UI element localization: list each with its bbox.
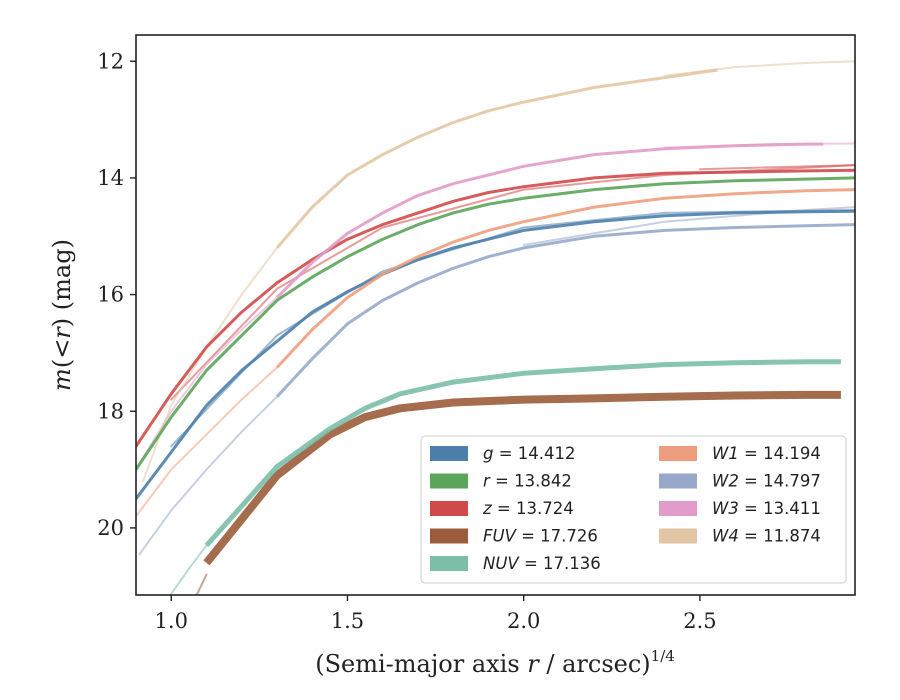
series-line-fuv [203, 390, 841, 566]
faint-line-w2 [138, 395, 278, 556]
series-line-w1 [275, 188, 855, 369]
legend-swatch-w1 [659, 446, 697, 461]
legend-label-fuv: FUV = 17.726 [483, 527, 598, 546]
legend-swatch-nuv [430, 556, 468, 571]
legend-swatch-r [430, 473, 468, 489]
legend-label-r: r = 13.842 [483, 472, 572, 491]
faint-line-w1 [136, 366, 278, 518]
y-axis-title-unit: ) (mag) [48, 239, 76, 327]
legend-label-w3: W3 = 13.411 [712, 499, 821, 518]
series-layer [136, 68, 855, 566]
series-line-z [136, 168, 855, 448]
y-tick-label: 12 [97, 49, 124, 73]
series-line-r [136, 176, 855, 471]
y-tick-label: 16 [97, 283, 124, 307]
legend-swatch-w4 [659, 528, 697, 544]
plot-frame [135, 34, 856, 596]
y-tick-label: 20 [97, 516, 124, 540]
series-line-nuv [204, 359, 841, 548]
y-axis-ticks: 12 14 16 18 20 [97, 49, 136, 540]
x-axis-title-main: (Semi-major axis [315, 650, 527, 678]
legend-label-w4: W4 = 11.874 [712, 527, 821, 546]
x-tick-label: 1.5 [331, 609, 364, 633]
x-tick-label: 2.5 [683, 609, 716, 633]
y-tick-label: 14 [97, 166, 124, 190]
y-tick-label: 18 [97, 399, 124, 423]
series-line-w2 [275, 223, 855, 398]
legend-label-nuv: NUV = 17.136 [483, 554, 601, 573]
x-axis-title-exp: 1/4 [651, 647, 675, 665]
x-axis-ticks: 1.0 1.5 2.0 2.5 [155, 595, 717, 633]
x-axis-title-unit: / arcsec) [539, 650, 651, 678]
x-tick-label: 2.0 [507, 609, 540, 633]
y-axis-title: m(<r) (mag) [48, 239, 76, 391]
y-axis-title-paren: (< [48, 339, 76, 368]
legend-label-z: z = 13.724 [482, 499, 574, 518]
legend-swatch-w2 [659, 473, 697, 489]
legend: g = 14.412 r = 13.842 z = 13.724 FUV = 17.7… [420, 435, 847, 584]
legend-swatch-fuv [430, 528, 468, 544]
legend-swatch-g [430, 446, 468, 461]
y-axis-title-m: m [48, 368, 76, 391]
series-line-w4 [275, 68, 718, 249]
legend-label-g: g = 14.412 [483, 444, 576, 463]
faint-line-z [698, 164, 855, 171]
legend-label-w1: W1 = 14.194 [712, 444, 821, 463]
faint-line-w3 [136, 296, 278, 471]
series-line-w3 [275, 142, 824, 299]
faint-line-fuv [195, 573, 208, 595]
faint-line-w2 [522, 206, 855, 246]
legend-swatch-w3 [659, 501, 697, 516]
x-axis-title-var: r [527, 650, 540, 678]
series-line-g [136, 209, 855, 500]
legend-swatch-z [430, 501, 468, 516]
legend-label-w2: W2 = 14.797 [712, 472, 821, 491]
y-axis-title-r: r [48, 326, 76, 339]
legend-box [420, 435, 847, 584]
x-tick-label: 1.0 [155, 609, 188, 633]
faint-line-nuv [169, 544, 208, 595]
x-axis-title: (Semi-major axis r / arcsec)1/4 [315, 647, 675, 678]
